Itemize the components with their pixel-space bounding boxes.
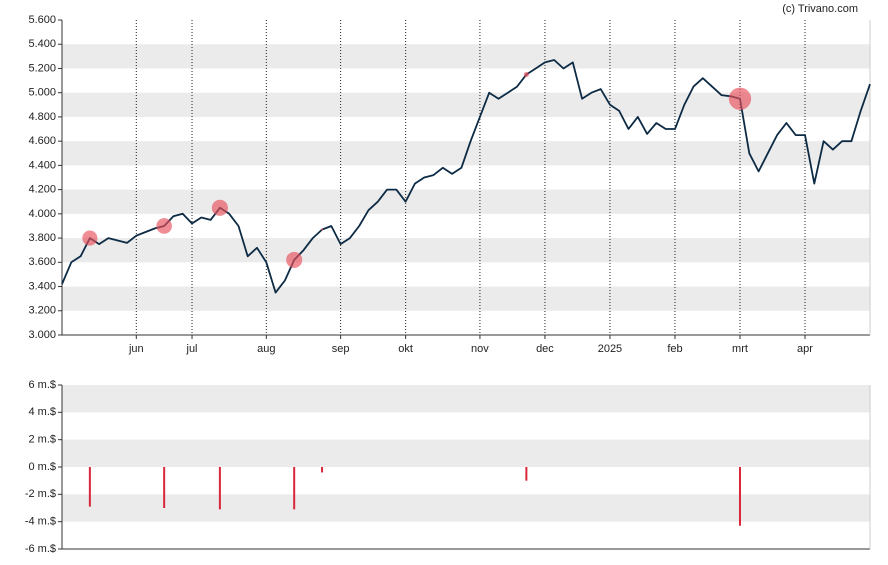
y-tick-label: 4.800 (28, 111, 56, 123)
grid-band (62, 189, 870, 214)
grid-band (62, 494, 870, 522)
y-tick-label: 2 m.$ (28, 434, 56, 446)
trade-marker (321, 228, 324, 231)
x-tick-label: jul (186, 343, 198, 355)
trade-marker (156, 218, 172, 234)
y-tick-label: 5.000 (28, 87, 56, 99)
x-tick-label: apr (797, 343, 813, 355)
y-tick-label: 3.000 (28, 329, 56, 341)
grid-band (62, 238, 870, 263)
grid-band (62, 439, 870, 467)
y-tick-label: 4 m.$ (28, 406, 56, 418)
x-tick-label: aug (257, 343, 275, 355)
y-tick-label: 5.600 (28, 14, 56, 26)
y-tick-label: 3.600 (28, 256, 56, 268)
y-tick-label: 4.600 (28, 135, 56, 147)
trade-marker (523, 71, 529, 78)
bar (218, 467, 221, 510)
y-tick-label: 3.400 (28, 280, 56, 292)
y-tick-label: -2 m.$ (25, 488, 56, 500)
x-tick-label: okt (398, 343, 413, 355)
y-tick-label: 5.200 (28, 62, 56, 74)
trade-marker (211, 199, 228, 216)
bar (163, 467, 166, 508)
x-tick-label: sep (332, 343, 350, 355)
bar (738, 467, 741, 526)
trade-marker (82, 230, 98, 246)
y-tick-label: 0 m.$ (28, 461, 56, 473)
grid-band (62, 385, 870, 413)
bar (293, 467, 296, 510)
x-tick-label: nov (471, 343, 489, 355)
y-tick-label: -6 m.$ (25, 543, 56, 555)
x-tick-label: mrt (732, 343, 748, 355)
trade-marker (728, 87, 752, 110)
y-tick-label: 3.800 (28, 232, 56, 244)
x-tick-label: 2025 (598, 343, 622, 355)
bar (321, 467, 324, 473)
x-tick-label: feb (667, 343, 682, 355)
x-tick-label: dec (536, 343, 554, 355)
y-tick-label: 4.400 (28, 159, 56, 171)
grid-band (62, 44, 870, 69)
y-tick-label: 4.200 (28, 184, 56, 196)
y-tick-label: 6 m.$ (28, 379, 56, 391)
y-tick-label: 4.000 (28, 208, 56, 220)
y-tick-label: 5.400 (28, 38, 56, 50)
y-tick-label: 3.200 (28, 305, 56, 317)
y-tick-label: -4 m.$ (25, 516, 56, 528)
credit: (c) Trivano.com (782, 3, 858, 15)
grid-band (62, 286, 870, 311)
trade-marker (286, 251, 303, 268)
bar (88, 467, 91, 507)
x-tick-label: jun (128, 343, 144, 355)
bar (525, 467, 528, 481)
